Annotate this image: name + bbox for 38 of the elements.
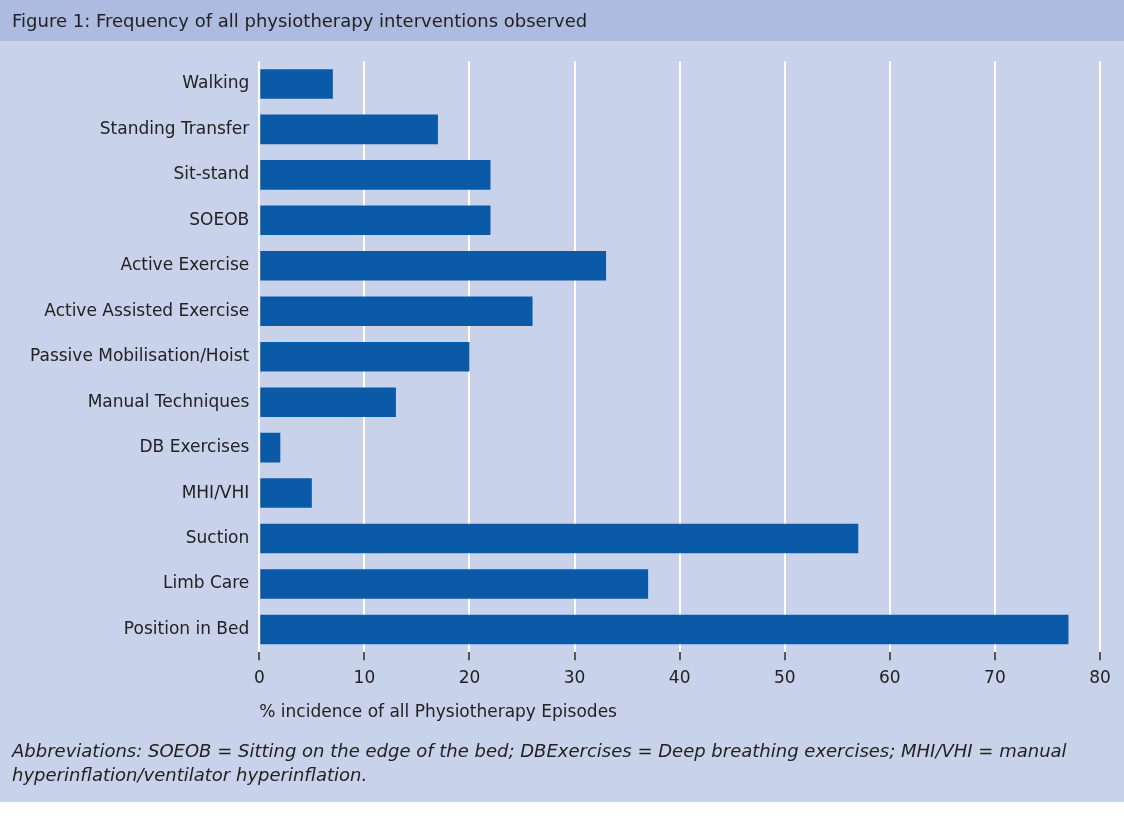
y-tick-label: Sit-stand (173, 163, 250, 184)
y-tick-label: MHI/VHI (181, 481, 250, 502)
bar (260, 296, 533, 327)
bar (260, 432, 281, 463)
x-tick-label: 40 (668, 666, 691, 687)
x-tick-label: 20 (458, 666, 481, 687)
x-axis-title: % incidence of all Physiotherapy Episodes (259, 701, 618, 722)
y-tick-label: Standing Transfer (99, 117, 250, 138)
text: Abbreviations: SOEOB = Sitting on the edge of the bed; DBExercises = Deep breathing exercises; MHI/VHI = manual hyperinflation/ventilator hyperinflation. (10, 739, 1068, 788)
chart-title: Figure 1: Frequency of all physiotherapy interventions observed (0, 0, 1124, 41)
y-tick-label: Manual Techniques (87, 390, 250, 411)
y-tick-label: Walking (182, 72, 250, 93)
y-tick-label: Position in Bed (123, 617, 250, 638)
x-tick-label: 80 (1089, 666, 1111, 687)
bar (260, 387, 396, 417)
y-tick-label: Active Assisted Exercise (44, 299, 250, 320)
bar (260, 205, 491, 236)
bar (260, 69, 333, 99)
bar (260, 160, 491, 190)
bar (260, 341, 470, 372)
bar (260, 523, 859, 554)
y-tick-label: Suction (185, 526, 250, 547)
y-tick-label: Active Exercise (120, 254, 250, 275)
y-tick-label: SOEOB (189, 208, 250, 229)
x-tick-label: 60 (879, 666, 901, 687)
y-tick-label: Passive Mobilisation/Hoist (29, 345, 250, 366)
x-tick-label: 0 (253, 666, 265, 687)
x-tick-label: 10 (353, 666, 376, 687)
x-tick-label: 50 (773, 666, 796, 687)
x-tick-label: 70 (984, 666, 1006, 687)
bar (260, 114, 438, 145)
bar (260, 614, 1069, 645)
y-tick-label: DB Exercises (139, 436, 250, 457)
x-tick-label: 30 (563, 666, 586, 687)
bar (260, 569, 649, 599)
bar (260, 478, 312, 508)
bar (260, 251, 607, 281)
y-tick-label: Limb Care (162, 572, 250, 593)
